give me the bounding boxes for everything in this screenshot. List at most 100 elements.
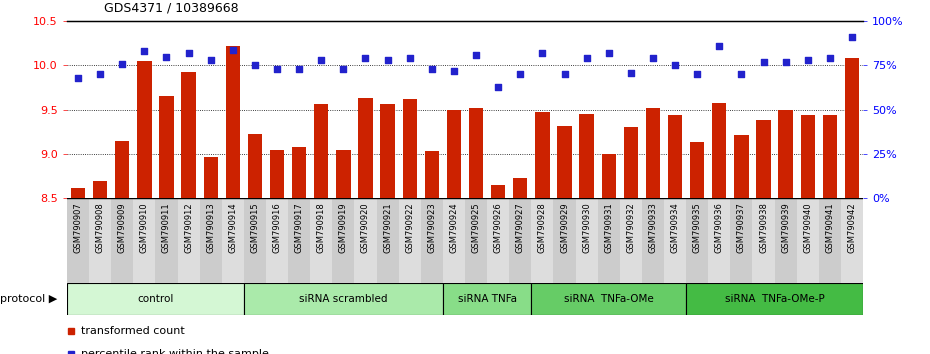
Bar <box>443 198 465 283</box>
Text: GSM790927: GSM790927 <box>516 202 525 253</box>
Bar <box>443 283 531 315</box>
Point <box>424 66 439 72</box>
Point <box>645 56 660 61</box>
Text: GSM790925: GSM790925 <box>472 202 481 253</box>
Bar <box>292 147 306 198</box>
Text: GSM790938: GSM790938 <box>759 202 768 253</box>
Bar <box>709 198 730 283</box>
Text: GSM790912: GSM790912 <box>184 202 193 253</box>
Text: GSM790928: GSM790928 <box>538 202 547 253</box>
Text: GSM790932: GSM790932 <box>626 202 635 253</box>
Bar <box>579 114 594 198</box>
Bar <box>226 46 240 198</box>
Bar <box>752 198 775 283</box>
Point <box>734 72 749 77</box>
Point <box>336 66 351 72</box>
Bar <box>403 99 417 198</box>
Bar <box>841 198 863 283</box>
Point <box>690 72 705 77</box>
Point <box>403 56 418 61</box>
Text: GSM790919: GSM790919 <box>339 202 348 253</box>
Bar <box>67 198 89 283</box>
Bar <box>642 198 664 283</box>
Bar <box>491 185 505 198</box>
Point <box>778 59 793 65</box>
Point <box>270 66 285 72</box>
Point <box>602 50 617 56</box>
Point <box>380 57 395 63</box>
Text: siRNA  TNFa-OMe-P: siRNA TNFa-OMe-P <box>724 294 825 304</box>
Text: percentile rank within the sample: percentile rank within the sample <box>81 349 269 354</box>
Bar <box>535 112 550 198</box>
Bar <box>734 135 749 198</box>
Point <box>247 63 262 68</box>
Bar <box>818 198 841 283</box>
Point <box>822 56 837 61</box>
Point <box>557 72 572 77</box>
Bar <box>801 115 815 198</box>
Text: GSM790917: GSM790917 <box>295 202 304 253</box>
Text: GSM790935: GSM790935 <box>693 202 702 253</box>
Bar <box>487 198 510 283</box>
Bar <box>155 198 178 283</box>
Bar <box>531 283 686 315</box>
Text: protocol ▶: protocol ▶ <box>0 294 58 304</box>
Text: GDS4371 / 10389668: GDS4371 / 10389668 <box>104 1 239 14</box>
Bar <box>469 108 484 198</box>
Bar <box>686 283 863 315</box>
Bar <box>159 96 174 198</box>
Point <box>579 56 594 61</box>
Bar <box>844 58 859 198</box>
Text: transformed count: transformed count <box>81 326 185 337</box>
Text: siRNA TNFa: siRNA TNFa <box>458 294 516 304</box>
Bar <box>181 72 196 198</box>
Point <box>114 61 129 67</box>
Text: GSM790910: GSM790910 <box>140 202 149 253</box>
Text: GSM790924: GSM790924 <box>449 202 458 253</box>
Bar <box>244 283 443 315</box>
Text: GSM790941: GSM790941 <box>825 202 834 253</box>
Text: GSM790937: GSM790937 <box>737 202 746 253</box>
Bar <box>358 98 373 198</box>
Text: GSM790913: GSM790913 <box>206 202 215 253</box>
Point <box>292 66 307 72</box>
Text: siRNA scrambled: siRNA scrambled <box>299 294 388 304</box>
Bar <box>775 198 797 283</box>
Bar <box>668 115 683 198</box>
Bar <box>510 198 531 283</box>
Bar <box>686 198 709 283</box>
Bar <box>71 188 86 198</box>
Bar <box>377 198 399 283</box>
Text: GSM790915: GSM790915 <box>250 202 259 253</box>
Bar <box>89 198 112 283</box>
Text: GSM790907: GSM790907 <box>73 202 83 253</box>
Text: control: control <box>138 294 174 304</box>
Bar <box>730 198 752 283</box>
Bar <box>336 150 351 198</box>
Text: GSM790930: GSM790930 <box>582 202 591 253</box>
Bar <box>602 154 616 198</box>
Bar <box>354 198 377 283</box>
Bar <box>266 198 288 283</box>
Point <box>512 72 527 77</box>
Bar <box>93 181 107 198</box>
Bar <box>380 104 395 198</box>
Bar <box>624 127 638 198</box>
Text: GSM790926: GSM790926 <box>494 202 503 253</box>
Bar <box>137 61 152 198</box>
Point <box>181 50 196 56</box>
Point <box>668 63 683 68</box>
Text: GSM790942: GSM790942 <box>847 202 857 253</box>
Text: GSM790909: GSM790909 <box>118 202 126 253</box>
Bar <box>531 198 553 283</box>
Bar <box>619 198 642 283</box>
Point <box>137 48 152 54</box>
Bar <box>332 198 354 283</box>
Text: GSM790920: GSM790920 <box>361 202 370 253</box>
Bar <box>112 198 133 283</box>
Bar <box>425 152 439 198</box>
Bar <box>115 141 129 198</box>
Bar <box>645 108 660 198</box>
Text: GSM790931: GSM790931 <box>604 202 613 253</box>
Bar <box>446 110 461 198</box>
